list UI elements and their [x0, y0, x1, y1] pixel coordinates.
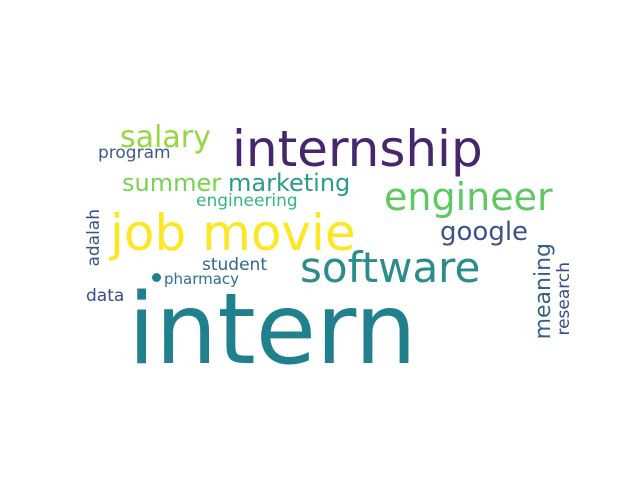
word-engineering: engineering	[196, 191, 298, 211]
word-job-movie: job movie	[110, 204, 356, 262]
word-data: data	[86, 286, 125, 306]
word-summer: summer	[122, 169, 222, 197]
word-software: software	[300, 243, 481, 292]
word-internship: internship	[232, 120, 483, 178]
word-engineer: engineer	[384, 175, 553, 219]
word-salary: salary	[120, 120, 211, 155]
word-meaning: meaning	[531, 243, 556, 340]
word-research: research	[554, 262, 574, 336]
word-pharmacy: pharmacy	[164, 270, 240, 288]
word-intern: intern	[128, 273, 417, 387]
word-adalah: adalah	[84, 209, 104, 267]
word-program: program	[98, 143, 171, 163]
word-google: google	[440, 217, 529, 247]
word-student: student	[202, 255, 267, 275]
bullet-dot	[152, 273, 161, 282]
word-marketing: marketing	[228, 169, 351, 197]
